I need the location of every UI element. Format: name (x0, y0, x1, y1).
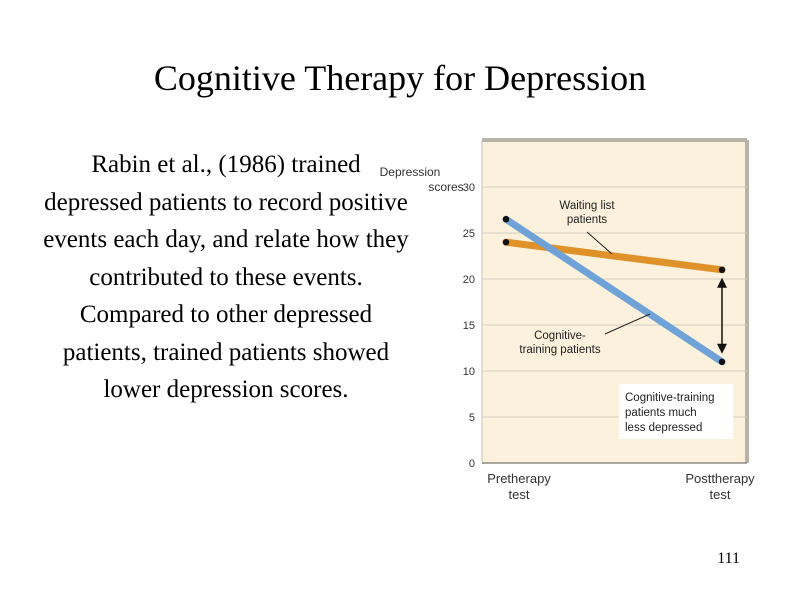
y-tick-label-25: 25 (463, 228, 475, 240)
series-leader-line-1 (586, 231, 613, 255)
y-tick-label-0: 0 (469, 458, 475, 470)
body-text: Rabin et al., (1986) trained depressed p… (43, 151, 409, 403)
x-category-label-2-line-2: test (710, 487, 731, 502)
series-leader-line-2 (604, 313, 651, 335)
depression-chart: 0 5 10 15 20 25 30 Depression scores Pretherapy te… (360, 130, 780, 510)
annotation-box (619, 384, 733, 439)
y-tick-label-15: 15 (463, 320, 475, 332)
series-label-1-line-2: patients (567, 214, 608, 226)
slide-title: Cognitive Therapy for Depression (153, 58, 647, 98)
annotation-text-line-3: less depressed (625, 422, 702, 434)
series-label-2-line-1: Cognitive- (534, 330, 586, 342)
y-axis-label-line-2: scores (428, 180, 463, 194)
y-tick-label-5: 5 (469, 412, 475, 424)
chart-svg: 051015202530DepressionscoresPretherapyte… (380, 138, 755, 502)
data-point-1-2 (718, 266, 726, 273)
difference-arrow-head-top (717, 277, 727, 288)
annotation-text-line-1: Cognitive-training (625, 392, 715, 404)
data-point-2-1 (502, 216, 510, 223)
series-line-2 (502, 215, 726, 366)
y-tick-label-10: 10 (463, 366, 475, 378)
x-category-label-2-line-1: Posttherapy (685, 471, 755, 486)
y-axis-label-line-1: Depression (380, 165, 441, 179)
data-point-2-2 (718, 358, 726, 365)
data-point-1-1 (502, 239, 510, 246)
page-number: 111 (717, 550, 740, 567)
annotation-text-line-2: patients much (625, 407, 697, 419)
y-tick-label-20: 20 (463, 274, 475, 286)
series-label-2-line-2: training patients (519, 344, 600, 356)
y-tick-label-30: 30 (463, 182, 475, 194)
x-category-label-1-line-1: Pretherapy (487, 471, 551, 486)
difference-arrow-head-bottom (717, 343, 727, 354)
series-label-1-line-1: Waiting list (559, 200, 615, 212)
x-category-label-1-line-2: test (509, 487, 530, 502)
